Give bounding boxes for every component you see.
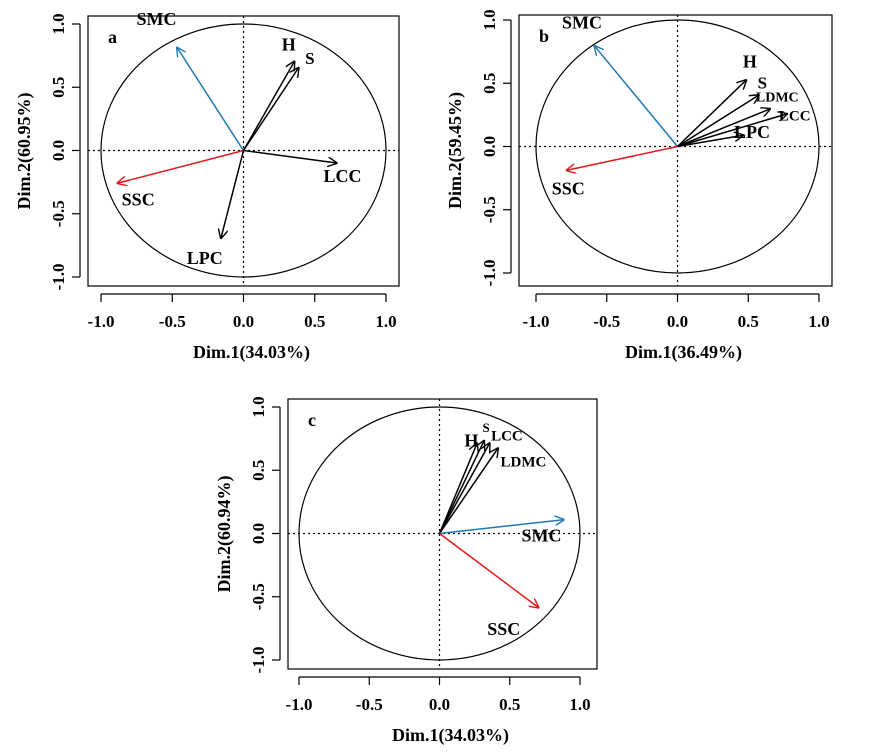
vector-label-ldmc: LDMC — [756, 91, 799, 106]
y-tick-label: 0.0 — [249, 523, 268, 544]
vector-label-ssc: SSC — [122, 189, 155, 209]
vector-arrow-lcc — [438, 442, 491, 534]
x-axis-title: Dim.1(34.03%) — [193, 342, 310, 363]
x-tick-label: 1.0 — [375, 312, 396, 331]
vector-arrow-smc — [594, 45, 679, 147]
vector-arrow-s — [438, 440, 485, 534]
plot-frame — [518, 14, 833, 287]
x-tick-label: 0.5 — [304, 312, 325, 331]
x-tick-label: -0.5 — [356, 695, 383, 714]
vector-label-lpc: LPC — [187, 248, 223, 268]
x-tick-label: 1.0 — [808, 312, 829, 331]
vector-arrow-s — [242, 67, 300, 151]
x-axis-title: Dim.1(34.03%) — [392, 725, 509, 746]
y-tick-label: 1.0 — [249, 396, 268, 417]
x-tick-label: -0.5 — [593, 312, 620, 331]
vector-arrow-h — [438, 442, 478, 534]
vector-label-ssc: SSC — [487, 619, 520, 639]
x-tick-label: -1.0 — [286, 695, 313, 714]
y-tick-label: -1.0 — [49, 264, 68, 291]
x-tick-label: 0.0 — [667, 312, 688, 331]
x-tick-label: 0.0 — [233, 312, 254, 331]
x-tick-label: 0.5 — [738, 312, 759, 331]
vector-arrow-ssc — [439, 532, 540, 609]
vector-label-smc: SMC — [562, 12, 602, 32]
vector-label-smc: SMC — [522, 526, 562, 546]
vector-arrow-ssc — [566, 145, 678, 171]
y-tick-label: -1.0 — [480, 260, 499, 287]
y-tick-label: 0.5 — [49, 77, 68, 98]
vector-arrow-lpc — [677, 135, 745, 148]
x-tick-label: -0.5 — [159, 312, 186, 331]
vector-arrow-h — [242, 61, 295, 151]
vector-label-lpc: LPC — [734, 122, 770, 142]
vector-arrow-ssc — [117, 149, 244, 184]
vector-label-s: S — [482, 420, 489, 435]
vector-label-h: H — [743, 51, 757, 71]
vector-arrow-lcc — [243, 149, 338, 164]
vector-label-smc: SMC — [137, 9, 177, 29]
vector-label-s: S — [305, 49, 314, 68]
y-tick-label: 0.5 — [249, 460, 268, 481]
vector-arrow-s — [677, 95, 760, 148]
y-tick-label: -0.5 — [249, 583, 268, 610]
x-tick-label: 0.0 — [429, 695, 450, 714]
panel-a: -1.0 -0.5 0.0 0.5 1.0 Dim.1(34.03%) -1.0 -0.5 0.… — [14, 9, 400, 363]
y-tick-label: 0.0 — [480, 136, 499, 157]
vector-arrow-lpc — [221, 150, 245, 240]
vector-label-ssc: SSC — [552, 179, 585, 199]
panel-letter: a — [108, 27, 117, 47]
y-tick-label: 1.0 — [480, 9, 499, 30]
vector-arrow-smc — [177, 47, 245, 151]
panel-c: -1.0 -0.5 0.0 0.5 1.0 Dim.1(34.03%) -1.0 -0.5 0.… — [214, 396, 598, 746]
y-tick-label: -0.5 — [480, 196, 499, 223]
y-tick-label: 1.0 — [49, 13, 68, 34]
vector-label-ldmc: LDMC — [501, 454, 547, 470]
panel-letter: c — [308, 410, 316, 430]
panel-letter: b — [539, 26, 549, 46]
vector-arrow-smc — [439, 520, 565, 535]
y-axis-title: Dim.2(60.94%) — [214, 476, 235, 593]
vector-arrow-lcc — [677, 114, 788, 148]
y-axis-title: Dim.2(59.45%) — [445, 92, 466, 209]
vector-label-h: H — [282, 35, 296, 55]
vector-label-lcc: LCC — [779, 109, 811, 125]
vector-arrow-ldmc — [438, 447, 499, 534]
y-tick-label: 0.5 — [480, 73, 499, 94]
x-tick-label: 0.5 — [499, 695, 520, 714]
vector-arrow-ldmc — [677, 109, 771, 148]
vector-label-s: S — [758, 74, 767, 93]
x-axis-title: Dim.1(36.49%) — [625, 342, 742, 363]
vector-label-h: H — [464, 430, 478, 450]
x-tick-label: 1.0 — [569, 695, 590, 714]
y-tick-label: 0.0 — [49, 140, 68, 161]
y-tick-label: -1.0 — [249, 647, 268, 674]
y-tick-label: -0.5 — [49, 200, 68, 227]
vector-label-lcc: LCC — [324, 166, 362, 186]
x-tick-label: -1.0 — [88, 312, 115, 331]
vector-arrow-h — [676, 79, 747, 148]
x-tick-label: -1.0 — [523, 312, 550, 331]
y-axis-title: Dim.2(60.95%) — [14, 93, 35, 210]
panel-b: -1.0 -0.5 0.0 0.5 1.0 Dim.1(36.49%) -1.0 -0.5 0.… — [445, 9, 833, 363]
vector-label-lcc: LCC — [491, 428, 523, 444]
